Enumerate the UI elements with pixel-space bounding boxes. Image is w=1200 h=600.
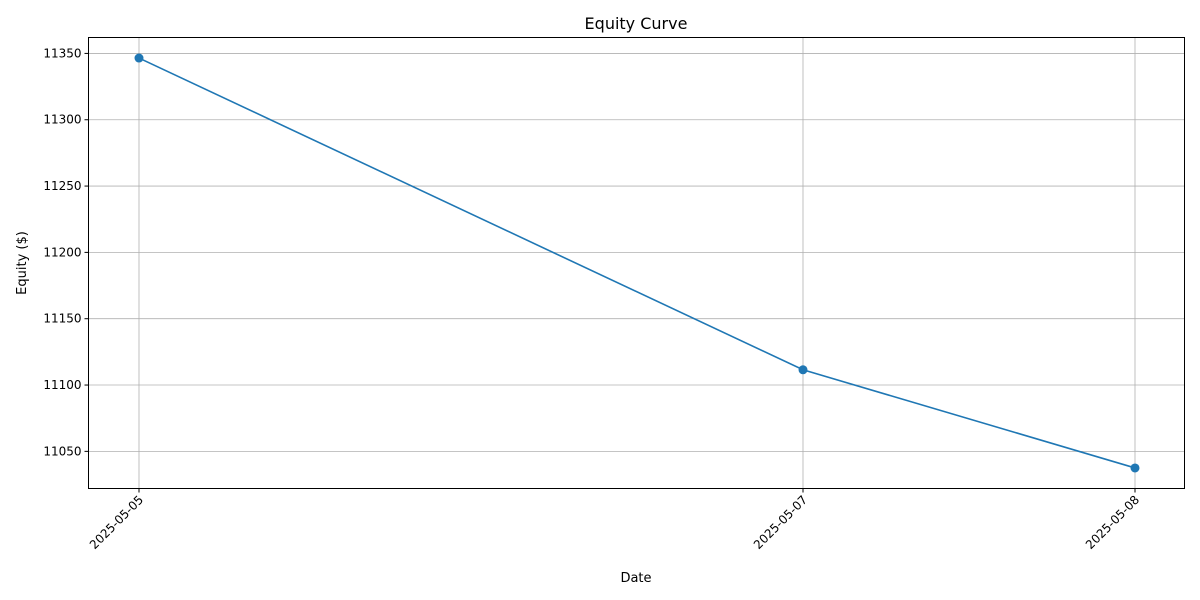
y-tick-label: 11250 — [43, 179, 81, 193]
plot-frame — [88, 37, 1185, 489]
y-axis-ticks: 11050 11100 11150 11200 11250 11300 11350 — [43, 46, 89, 458]
y-tick-label: 11150 — [43, 312, 81, 326]
data-point-marker — [798, 365, 808, 375]
x-tick-label: 2025-05-07 — [751, 493, 810, 552]
data-point-marker — [134, 53, 144, 63]
y-tick-label: 11050 — [43, 444, 81, 458]
x-axis-ticks: 2025-05-05 2025-05-07 2025-05-08 — [87, 488, 1142, 552]
grid-layer — [88, 37, 1185, 489]
x-tick-label: 2025-05-08 — [1083, 493, 1142, 552]
y-tick-label: 11350 — [43, 46, 81, 60]
series-layer — [134, 53, 1140, 473]
y-tick-label: 11100 — [43, 378, 81, 392]
x-axis-label: Date — [620, 571, 651, 586]
y-tick-label: 11300 — [43, 113, 81, 127]
data-point-marker — [1130, 463, 1140, 473]
y-axis-label: Equity ($) — [15, 231, 30, 295]
chart-title: Equity Curve — [585, 14, 688, 33]
y-tick-label: 11200 — [43, 245, 81, 259]
x-tick-label: 2025-05-05 — [87, 493, 146, 552]
